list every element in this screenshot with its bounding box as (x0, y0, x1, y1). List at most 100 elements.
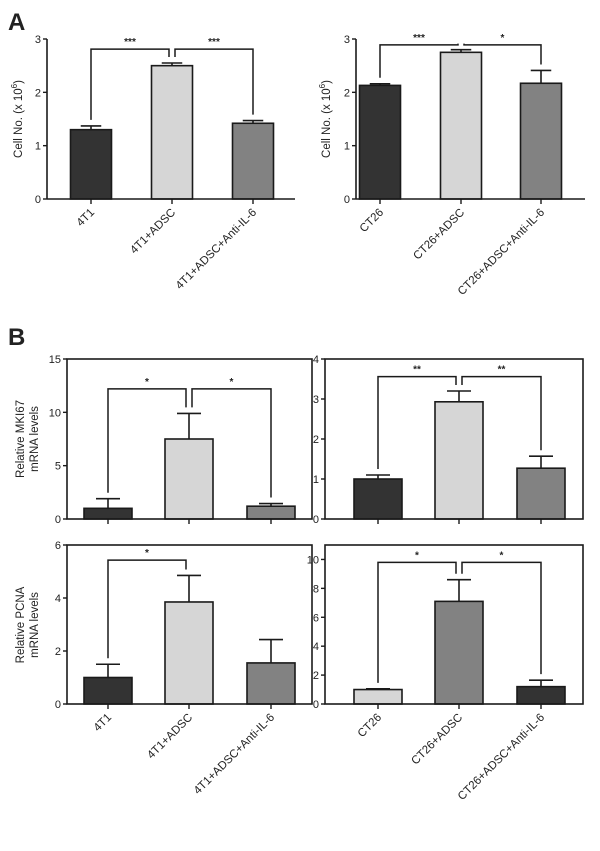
panel-label-a: A (8, 9, 25, 36)
bar (246, 505, 296, 520)
y-axis-title-superscript: 6 (318, 83, 327, 88)
bar (353, 478, 403, 520)
panel-label-b: B (8, 324, 25, 351)
y-tick-label: 0 (55, 514, 61, 526)
x-tick-label: CT26+ADSC (409, 712, 465, 768)
x-tick-label: CT26+ADSC+Anti-IL-6 (456, 712, 547, 803)
y-tick-label: 1 (344, 141, 350, 153)
x-tick-label: 4T1+ADSC+Anti-IL-6 (192, 712, 277, 797)
x-tick-label: 4T1+ADSC+Anti-IL-6 (174, 207, 259, 292)
chart-4: 0 1 2 3 4 ** ** (313, 354, 584, 526)
bar (164, 601, 214, 705)
bar (164, 438, 214, 520)
bar (516, 685, 566, 705)
x-tick-label: CT26 (356, 712, 384, 740)
significance-bracket (107, 559, 187, 659)
y-axis-title-line: mRNA levels (29, 592, 41, 658)
y-tick-label: 1 (35, 141, 41, 153)
significance-label: *** (124, 37, 136, 48)
y-tick-label: 3 (344, 34, 350, 46)
x-tick-label: 4T1+ADSC (128, 207, 178, 257)
y-axis-title-text: ) (321, 80, 333, 84)
y-tick-label: 15 (49, 354, 61, 366)
bar (516, 467, 566, 520)
bar (231, 122, 275, 200)
significance-label: *** (413, 33, 425, 44)
y-tick-label: 0 (313, 699, 319, 711)
y-tick-label: 2 (35, 87, 41, 99)
bar (358, 84, 402, 200)
significance-bracket (377, 375, 457, 469)
significance-bracket (377, 561, 457, 683)
bar (83, 507, 133, 520)
y-tick-label: 4 (55, 593, 61, 605)
y-tick-label: 4 (313, 354, 319, 366)
significance-label: ** (498, 365, 506, 376)
y-tick-label: 2 (55, 646, 61, 658)
x-tick-label: 4T1 (75, 207, 98, 230)
significance-bracket (191, 388, 272, 498)
x-tick-label: CT26+ADSC (411, 207, 467, 263)
y-axis-title-line: Relative PCNA (15, 586, 27, 663)
y-tick-label: 2 (313, 434, 319, 446)
significance-label: ** (413, 365, 421, 376)
y-tick-label: 10 (307, 554, 319, 566)
y-tick-label: 6 (55, 540, 61, 552)
bar (83, 676, 133, 705)
bar (439, 51, 483, 200)
bar (434, 600, 484, 705)
bar (519, 82, 563, 200)
bar (150, 64, 194, 200)
significance-bracket (174, 48, 254, 115)
significance-bracket (461, 375, 542, 451)
y-tick-label: 2 (313, 670, 319, 682)
y-axis-title: Relative PCNA mRNA levels (15, 586, 41, 663)
y-axis-title-line: Relative MKI67 (15, 400, 27, 478)
y-tick-label: 0 (344, 194, 350, 206)
significance-label: * (415, 550, 419, 561)
y-axis-title-text: Cell No. (x 10 (13, 88, 25, 158)
significance-label: * (145, 548, 149, 559)
y-tick-label: 0 (55, 699, 61, 711)
y-tick-label: 3 (313, 394, 319, 406)
x-tick-label: CT26 (358, 207, 386, 235)
y-axis-title: Cell No. (x 106) (10, 80, 25, 158)
significance-bracket (379, 43, 459, 78)
x-tick-label: 4T1+ADSC (145, 712, 195, 762)
bar (69, 128, 113, 200)
y-axis-title-text: Cell No. (x 10 (321, 88, 333, 158)
significance-label: * (230, 377, 234, 388)
y-tick-label: 6 (313, 612, 319, 624)
y-tick-label: 0 (313, 514, 319, 526)
significance-bracket (107, 388, 187, 493)
bar (353, 688, 403, 705)
significance-label: * (145, 377, 149, 388)
significance-label: *** (208, 37, 220, 48)
y-axis-title: Relative MKI67 mRNA levels (15, 400, 41, 478)
x-tick-label: CT26+ADSC+Anti-IL-6 (456, 207, 547, 298)
y-tick-label: 0 (35, 194, 41, 206)
y-axis-title-superscript: 6 (10, 83, 19, 88)
significance-label: * (501, 33, 505, 44)
y-axis-title: Cell No. (x 106) (318, 80, 333, 158)
y-axis-title-line: mRNA levels (29, 406, 41, 472)
chart-3: 0 5 10 15 Relative MKI67 mRNA levels * * (15, 354, 313, 526)
significance-bracket (461, 561, 542, 675)
significance-bracket (463, 43, 542, 65)
y-tick-label: 8 (313, 583, 319, 595)
plot-frame (324, 544, 584, 705)
significance-bracket (90, 48, 170, 120)
y-axis-title-text: ) (13, 80, 25, 84)
significance-label: * (500, 550, 504, 561)
y-tick-label: 3 (35, 34, 41, 46)
bar (246, 662, 296, 705)
y-tick-label: 4 (313, 641, 319, 653)
x-tick-label: 4T1 (92, 712, 115, 735)
y-tick-label: 5 (55, 461, 61, 473)
y-tick-label: 10 (49, 407, 61, 419)
